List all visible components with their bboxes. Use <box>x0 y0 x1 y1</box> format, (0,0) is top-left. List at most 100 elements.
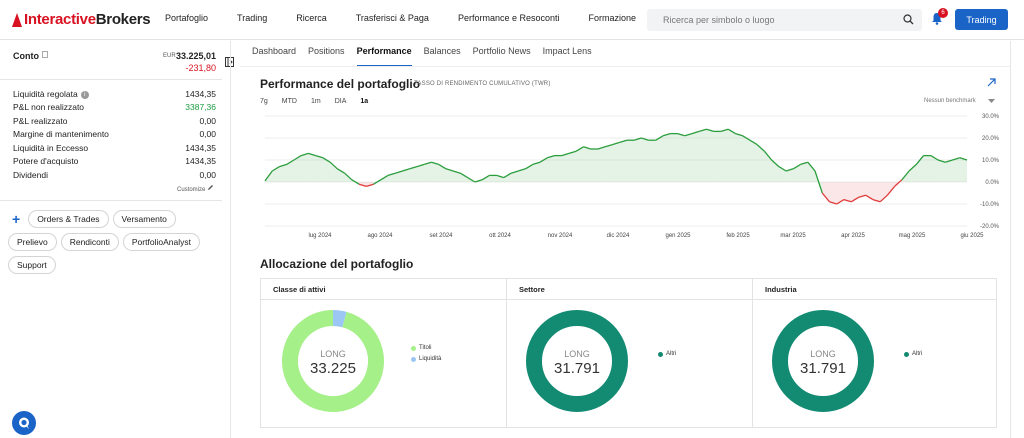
x-tick-label: apr 2025 <box>841 233 865 239</box>
add-button[interactable]: + <box>8 210 25 228</box>
action-button[interactable]: Orders & Trades <box>28 210 109 228</box>
metric-value: 3387,36 <box>185 102 216 113</box>
area-segment <box>720 129 729 182</box>
area-segment <box>424 162 432 182</box>
range-option[interactable]: MTD <box>281 98 297 105</box>
series-line-segment <box>677 132 685 137</box>
area-segment <box>872 182 881 202</box>
range-option[interactable]: DIA <box>334 98 347 105</box>
area-segment <box>293 155 302 182</box>
series-line-segment <box>662 132 671 137</box>
legend-item[interactable]: Altri <box>658 351 676 357</box>
chevron-down-icon[interactable] <box>988 99 995 104</box>
top-navbar: InteractiveBrokers Portafoglio Trading Ric… <box>0 0 1024 40</box>
nav-item-1[interactable]: Trading <box>237 13 268 23</box>
divider <box>261 299 506 300</box>
search-icon[interactable] <box>903 14 914 25</box>
metric-label-text: Margine di mantenimento <box>13 129 109 140</box>
area-segment <box>938 160 946 182</box>
series-line-segment <box>402 168 410 172</box>
series-line-segment <box>308 152 316 157</box>
series-line-segment <box>959 157 968 161</box>
tab-balances[interactable]: Balances <box>423 46 461 56</box>
series-line-segment <box>518 168 526 172</box>
series-line-segment <box>409 165 418 170</box>
metric-row: Liquidità in Eccesso 1434,35 <box>13 141 216 155</box>
tab-performance[interactable]: Performance <box>356 46 412 67</box>
nav-item-2[interactable]: Ricerca <box>296 13 327 23</box>
metric-label: Potere d'acquisto <box>13 156 78 166</box>
series-line-segment <box>315 154 324 159</box>
expand-icon[interactable] <box>987 78 996 87</box>
legend-item[interactable]: Liquidità <box>411 356 441 362</box>
metric-value: 1434,35 <box>185 142 216 153</box>
action-button[interactable]: Rendiconti <box>60 233 119 251</box>
tab-impact-lens[interactable]: Impact Lens <box>542 46 592 56</box>
trading-button[interactable]: Trading <box>955 9 1008 30</box>
area-segment <box>511 171 519 182</box>
series-line-segment <box>452 170 461 174</box>
divider <box>753 299 996 300</box>
metric-label-text: Dividendi <box>13 169 48 180</box>
allocation-title: Allocazione del portafoglio <box>260 257 414 271</box>
area-segment <box>930 155 939 182</box>
nav-item-4[interactable]: Performance e Resoconti <box>457 13 560 23</box>
range-option[interactable]: 7g <box>260 98 268 105</box>
area-segment <box>547 155 555 182</box>
action-button[interactable]: Prelievo <box>8 233 57 251</box>
nav-item-5[interactable]: Formazione <box>588 13 637 23</box>
series-line-segment <box>778 166 787 172</box>
divider <box>507 299 752 300</box>
range-option[interactable]: 1a <box>360 98 369 105</box>
tab-positions[interactable]: Positions <box>308 46 345 56</box>
x-tick-label: nov 2024 <box>548 233 573 239</box>
area-segment <box>489 175 497 182</box>
x-tick-label: mag 2025 <box>899 233 926 239</box>
info-icon[interactable]: i <box>80 90 89 99</box>
tab-dashboard[interactable]: Dashboard <box>252 46 297 56</box>
area-segment <box>706 129 714 182</box>
series-line-segment <box>575 146 584 152</box>
range-option[interactable]: 1m <box>310 98 321 105</box>
series-line-segment <box>937 159 946 163</box>
area-segment <box>445 168 454 182</box>
series-line-segment <box>583 146 591 150</box>
nav-item-0[interactable]: Portafoglio <box>165 13 209 23</box>
chat-button[interactable] <box>12 411 36 435</box>
series-line-segment <box>749 139 758 146</box>
area-segment <box>677 133 685 182</box>
benchmark-select[interactable]: Nessun benchmark <box>924 98 976 104</box>
series-line-segment <box>915 155 925 165</box>
copy-icon[interactable] <box>42 51 48 58</box>
series-line-segment <box>597 146 606 150</box>
legend-swatch <box>904 351 909 357</box>
area-segment <box>887 182 895 196</box>
area-segment <box>945 160 953 182</box>
legend-item[interactable]: Altri <box>904 351 922 357</box>
legend-item[interactable]: Titoli <box>411 345 441 351</box>
action-button[interactable]: PortfolioAnalyst <box>122 233 200 251</box>
tab-portfolio-news[interactable]: Portfolio News <box>472 46 531 56</box>
y-tick-label: 0.0% <box>985 180 999 186</box>
nav-item-3[interactable]: Trasferisci & Paga <box>355 13 429 23</box>
area-segment <box>431 162 439 182</box>
action-button[interactable]: Support <box>8 256 56 274</box>
series-line-segment <box>424 161 432 166</box>
area-segment <box>670 133 678 182</box>
series-line-segment <box>807 161 816 172</box>
allocation-column: Settore LONG 31.791 Altri <box>506 279 752 427</box>
area-segment <box>315 155 323 182</box>
metric-row: Margine di mantenimento 0,00 <box>13 128 216 142</box>
metric-label-text: P&L non realizzato <box>13 102 85 113</box>
customize-link[interactable]: Customize <box>177 184 214 193</box>
ib-logo[interactable]: InteractiveBrokers <box>12 11 151 28</box>
metric-label: Liquidità in Eccesso <box>13 143 88 153</box>
area-segment <box>865 182 873 200</box>
account-panel: Conto EUR 33.225,01 -231,80 Liquidità re… <box>0 41 222 438</box>
search-input[interactable] <box>647 9 887 31</box>
action-button[interactable]: Versamento <box>112 210 176 228</box>
series-line-segment <box>763 150 773 161</box>
